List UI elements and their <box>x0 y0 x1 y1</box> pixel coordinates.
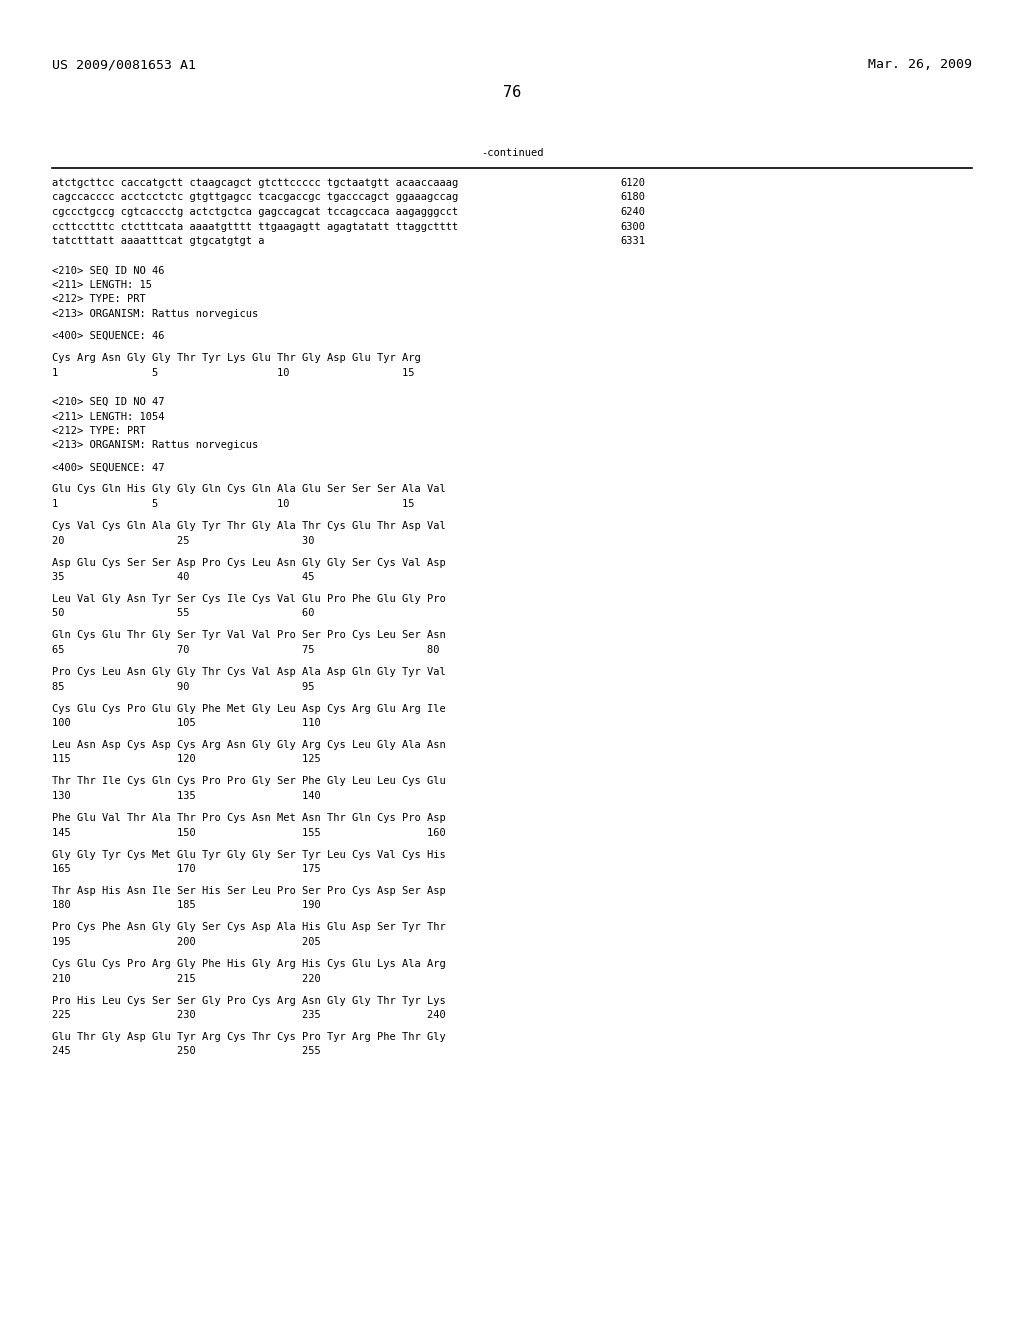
Text: atctgcttcc caccatgctt ctaagcagct gtcttccccc tgctaatgtt acaaccaaag: atctgcttcc caccatgctt ctaagcagct gtcttcc… <box>52 178 459 187</box>
Text: 6120: 6120 <box>620 178 645 187</box>
Text: 130                 135                 140: 130 135 140 <box>52 791 321 801</box>
Text: 85                  90                  95: 85 90 95 <box>52 681 314 692</box>
Text: 115                 120                 125: 115 120 125 <box>52 755 321 764</box>
Text: Cys Val Cys Gln Ala Gly Tyr Thr Gly Ala Thr Cys Glu Thr Asp Val: Cys Val Cys Gln Ala Gly Tyr Thr Gly Ala … <box>52 521 445 531</box>
Text: Leu Asn Asp Cys Asp Cys Arg Asn Gly Gly Arg Cys Leu Gly Ala Asn: Leu Asn Asp Cys Asp Cys Arg Asn Gly Gly … <box>52 741 445 750</box>
Text: 65                  70                  75                  80: 65 70 75 80 <box>52 645 439 655</box>
Text: 6331: 6331 <box>620 236 645 246</box>
Text: <400> SEQUENCE: 46: <400> SEQUENCE: 46 <box>52 331 165 341</box>
Text: <213> ORGANISM: Rattus norvegicus: <213> ORGANISM: Rattus norvegicus <box>52 441 258 450</box>
Text: Pro Cys Phe Asn Gly Gly Ser Cys Asp Ala His Glu Asp Ser Tyr Thr: Pro Cys Phe Asn Gly Gly Ser Cys Asp Ala … <box>52 923 445 932</box>
Text: 1               5                   10                  15: 1 5 10 15 <box>52 499 415 510</box>
Text: Cys Glu Cys Pro Glu Gly Phe Met Gly Leu Asp Cys Arg Glu Arg Ile: Cys Glu Cys Pro Glu Gly Phe Met Gly Leu … <box>52 704 445 714</box>
Text: ccttcctttc ctctttcata aaaatgtttt ttgaagagtt agagtatatt ttaggctttt: ccttcctttc ctctttcata aaaatgtttt ttgaaga… <box>52 222 459 231</box>
Text: 145                 150                 155                 160: 145 150 155 160 <box>52 828 445 837</box>
Text: -continued: -continued <box>480 148 544 158</box>
Text: Glu Thr Gly Asp Glu Tyr Arg Cys Thr Cys Pro Tyr Arg Phe Thr Gly: Glu Thr Gly Asp Glu Tyr Arg Cys Thr Cys … <box>52 1032 445 1041</box>
Text: 6300: 6300 <box>620 222 645 231</box>
Text: tatctttatt aaaatttcat gtgcatgtgt a: tatctttatt aaaatttcat gtgcatgtgt a <box>52 236 264 246</box>
Text: Phe Glu Val Thr Ala Thr Pro Cys Asn Met Asn Thr Gln Cys Pro Asp: Phe Glu Val Thr Ala Thr Pro Cys Asn Met … <box>52 813 445 822</box>
Text: Gly Gly Tyr Cys Met Glu Tyr Gly Gly Ser Tyr Leu Cys Val Cys His: Gly Gly Tyr Cys Met Glu Tyr Gly Gly Ser … <box>52 850 445 859</box>
Text: <212> TYPE: PRT: <212> TYPE: PRT <box>52 294 145 305</box>
Text: Pro His Leu Cys Ser Ser Gly Pro Cys Arg Asn Gly Gly Thr Tyr Lys: Pro His Leu Cys Ser Ser Gly Pro Cys Arg … <box>52 995 445 1006</box>
Text: Pro Cys Leu Asn Gly Gly Thr Cys Val Asp Ala Asp Gln Gly Tyr Val: Pro Cys Leu Asn Gly Gly Thr Cys Val Asp … <box>52 667 445 677</box>
Text: Thr Asp His Asn Ile Ser His Ser Leu Pro Ser Pro Cys Asp Ser Asp: Thr Asp His Asn Ile Ser His Ser Leu Pro … <box>52 886 445 896</box>
Text: 225                 230                 235                 240: 225 230 235 240 <box>52 1010 445 1020</box>
Text: 100                 105                 110: 100 105 110 <box>52 718 321 729</box>
Text: Mar. 26, 2009: Mar. 26, 2009 <box>868 58 972 71</box>
Text: Glu Cys Gln His Gly Gly Gln Cys Gln Ala Glu Ser Ser Ser Ala Val: Glu Cys Gln His Gly Gly Gln Cys Gln Ala … <box>52 484 445 495</box>
Text: Thr Thr Ile Cys Gln Cys Pro Pro Gly Ser Phe Gly Leu Leu Cys Glu: Thr Thr Ile Cys Gln Cys Pro Pro Gly Ser … <box>52 776 445 787</box>
Text: <212> TYPE: PRT: <212> TYPE: PRT <box>52 426 145 436</box>
Text: <211> LENGTH: 15: <211> LENGTH: 15 <box>52 280 152 290</box>
Text: Asp Glu Cys Ser Ser Asp Pro Cys Leu Asn Gly Gly Ser Cys Val Asp: Asp Glu Cys Ser Ser Asp Pro Cys Leu Asn … <box>52 557 445 568</box>
Text: <211> LENGTH: 1054: <211> LENGTH: 1054 <box>52 412 165 421</box>
Text: <213> ORGANISM: Rattus norvegicus: <213> ORGANISM: Rattus norvegicus <box>52 309 258 319</box>
Text: Gln Cys Glu Thr Gly Ser Tyr Val Val Pro Ser Pro Cys Leu Ser Asn: Gln Cys Glu Thr Gly Ser Tyr Val Val Pro … <box>52 631 445 640</box>
Text: Cys Arg Asn Gly Gly Thr Tyr Lys Glu Thr Gly Asp Glu Tyr Arg: Cys Arg Asn Gly Gly Thr Tyr Lys Glu Thr … <box>52 352 421 363</box>
Text: US 2009/0081653 A1: US 2009/0081653 A1 <box>52 58 196 71</box>
Text: 165                 170                 175: 165 170 175 <box>52 865 321 874</box>
Text: <400> SEQUENCE: 47: <400> SEQUENCE: 47 <box>52 462 165 473</box>
Text: cagccacccc acctcctctc gtgttgagcc tcacgaccgc tgacccagct ggaaagccag: cagccacccc acctcctctc gtgttgagcc tcacgac… <box>52 193 459 202</box>
Text: 35                  40                  45: 35 40 45 <box>52 572 314 582</box>
Text: 210                 215                 220: 210 215 220 <box>52 974 321 983</box>
Text: 1               5                   10                  15: 1 5 10 15 <box>52 367 415 378</box>
Text: 180                 185                 190: 180 185 190 <box>52 900 321 911</box>
Text: Leu Val Gly Asn Tyr Ser Cys Ile Cys Val Glu Pro Phe Glu Gly Pro: Leu Val Gly Asn Tyr Ser Cys Ile Cys Val … <box>52 594 445 605</box>
Text: 6180: 6180 <box>620 193 645 202</box>
Text: 245                 250                 255: 245 250 255 <box>52 1047 321 1056</box>
Text: 20                  25                  30: 20 25 30 <box>52 536 314 545</box>
Text: 50                  55                  60: 50 55 60 <box>52 609 314 619</box>
Text: 195                 200                 205: 195 200 205 <box>52 937 321 946</box>
Text: 76: 76 <box>503 84 521 100</box>
Text: 6240: 6240 <box>620 207 645 216</box>
Text: <210> SEQ ID NO 47: <210> SEQ ID NO 47 <box>52 397 165 407</box>
Text: Cys Glu Cys Pro Arg Gly Phe His Gly Arg His Cys Glu Lys Ala Arg: Cys Glu Cys Pro Arg Gly Phe His Gly Arg … <box>52 960 445 969</box>
Text: cgccctgccg cgtcaccctg actctgctca gagccagcat tccagccaca aagagggcct: cgccctgccg cgtcaccctg actctgctca gagccag… <box>52 207 459 216</box>
Text: <210> SEQ ID NO 46: <210> SEQ ID NO 46 <box>52 265 165 276</box>
